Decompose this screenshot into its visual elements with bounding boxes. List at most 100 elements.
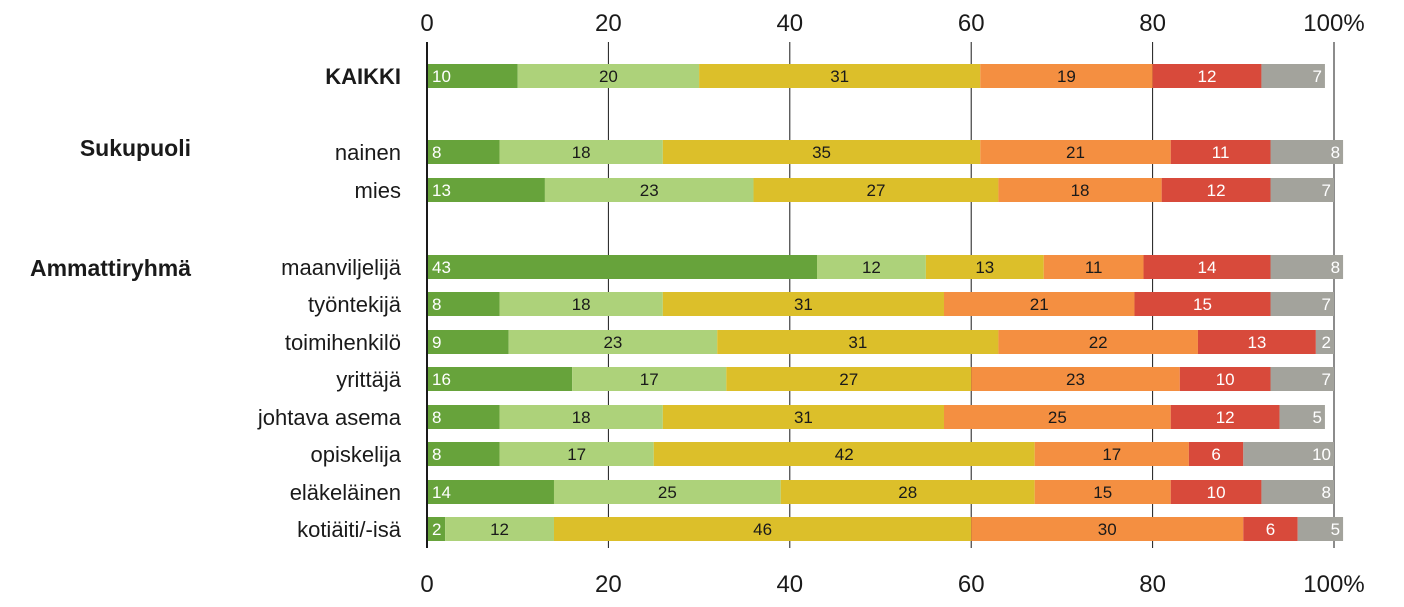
data-label: 15 xyxy=(1093,483,1112,502)
bar-segment xyxy=(1270,367,1334,391)
data-label: 27 xyxy=(867,181,886,200)
data-label: 15 xyxy=(1193,295,1212,314)
bar-segment xyxy=(971,367,1180,391)
data-label: 21 xyxy=(1030,295,1049,314)
bar-segment xyxy=(943,405,1171,429)
data-label: 17 xyxy=(1102,445,1121,464)
bar-segment xyxy=(427,367,573,391)
bar-segment xyxy=(1043,255,1144,279)
bar-segment xyxy=(753,178,999,202)
row-label: työntekijä xyxy=(308,292,402,317)
bar-segment xyxy=(1161,178,1271,202)
bar-segment xyxy=(1134,292,1271,316)
data-label: 23 xyxy=(603,333,622,352)
bar-segment xyxy=(1270,140,1344,164)
bar-segment xyxy=(1297,517,1344,541)
bar-segment xyxy=(998,330,1198,354)
bar-segment xyxy=(499,140,663,164)
data-label: 25 xyxy=(1048,408,1067,427)
data-label: 5 xyxy=(1331,520,1340,539)
x-tick-label-top: 100% xyxy=(1303,10,1364,37)
bar-segment xyxy=(427,442,500,466)
data-label: 43 xyxy=(432,258,451,277)
x-tick-label-bottom: 40 xyxy=(776,571,803,598)
data-label: 11 xyxy=(1085,258,1103,277)
bar-segment xyxy=(971,517,1244,541)
bar-segment xyxy=(1261,64,1325,88)
bar-segment xyxy=(1270,255,1344,279)
row-label: opiskelija xyxy=(311,442,402,467)
data-label: 11 xyxy=(1212,143,1230,162)
bar-segment xyxy=(427,405,500,429)
data-label: 42 xyxy=(835,445,854,464)
bar-segment xyxy=(1279,405,1325,429)
row-label: maanviljelijä xyxy=(281,255,402,280)
data-label: 22 xyxy=(1089,333,1108,352)
data-label: 9 xyxy=(432,333,441,352)
data-label: 31 xyxy=(830,67,849,86)
data-label: 8 xyxy=(432,295,441,314)
data-label: 23 xyxy=(1066,370,1085,389)
data-label: 8 xyxy=(432,445,441,464)
bar-segment xyxy=(1170,405,1280,429)
bar-segment xyxy=(544,178,754,202)
data-label: 10 xyxy=(1207,483,1226,502)
x-tick-label-bottom: 60 xyxy=(958,571,985,598)
bar-segment xyxy=(1170,480,1262,504)
bar-segment xyxy=(427,292,500,316)
bar-segment xyxy=(427,64,518,88)
bar-segment xyxy=(980,140,1171,164)
bar-segment xyxy=(925,255,1044,279)
data-label: 5 xyxy=(1312,408,1321,427)
data-label: 12 xyxy=(490,520,509,539)
bar-segment xyxy=(1243,517,1298,541)
bar-segment xyxy=(427,330,509,354)
bar-segment xyxy=(572,367,727,391)
data-label: 17 xyxy=(567,445,586,464)
data-label: 12 xyxy=(1198,67,1217,86)
row-label: johtava asema xyxy=(257,405,402,430)
bar-segment xyxy=(653,442,1035,466)
bar-segment xyxy=(427,255,818,279)
data-label: 17 xyxy=(640,370,659,389)
bar-segment xyxy=(1179,367,1271,391)
data-label: 13 xyxy=(432,181,451,200)
data-label: 23 xyxy=(640,181,659,200)
data-label: 35 xyxy=(812,143,831,162)
data-label: 18 xyxy=(572,408,591,427)
bar-segment xyxy=(427,480,554,504)
data-label: 12 xyxy=(1207,181,1226,200)
data-label: 2 xyxy=(432,520,441,539)
data-label: 10 xyxy=(1312,445,1331,464)
group-label: Sukupuoli xyxy=(80,135,191,161)
bar-segment xyxy=(717,330,999,354)
data-label: 16 xyxy=(432,370,451,389)
row-label: eläkeläinen xyxy=(290,480,401,505)
data-label: 7 xyxy=(1322,370,1331,389)
data-label: 18 xyxy=(1071,181,1090,200)
bar-segment xyxy=(1143,255,1271,279)
x-tick-label-top: 0 xyxy=(420,10,433,37)
data-label: 8 xyxy=(1331,143,1340,162)
group-labels: Sukupuoli Ammattiryhmä xyxy=(30,135,191,281)
data-label: 12 xyxy=(1216,408,1235,427)
bar-segment xyxy=(1152,64,1262,88)
data-label: 10 xyxy=(1216,370,1235,389)
data-label: 6 xyxy=(1211,445,1220,464)
data-label: 20 xyxy=(599,67,618,86)
x-tick-label-bottom: 80 xyxy=(1139,571,1166,598)
segment-labels: 10 20 31 19 12 78 18 35 21 11 813 23 27 18 12 743 12 13 11… xyxy=(432,67,1340,539)
bar-segment xyxy=(1034,480,1171,504)
data-label: 14 xyxy=(432,483,451,502)
x-tick-label-top: 80 xyxy=(1139,10,1166,37)
bar-segment xyxy=(499,292,663,316)
data-label: 13 xyxy=(1247,333,1266,352)
bar-segment xyxy=(980,64,1153,88)
x-tick-label-top: 60 xyxy=(958,10,985,37)
bar-segment xyxy=(508,330,718,354)
bar-segment xyxy=(699,64,981,88)
data-label: 46 xyxy=(753,520,772,539)
bar-segment xyxy=(553,480,781,504)
x-tick-label-bottom: 20 xyxy=(595,571,622,598)
